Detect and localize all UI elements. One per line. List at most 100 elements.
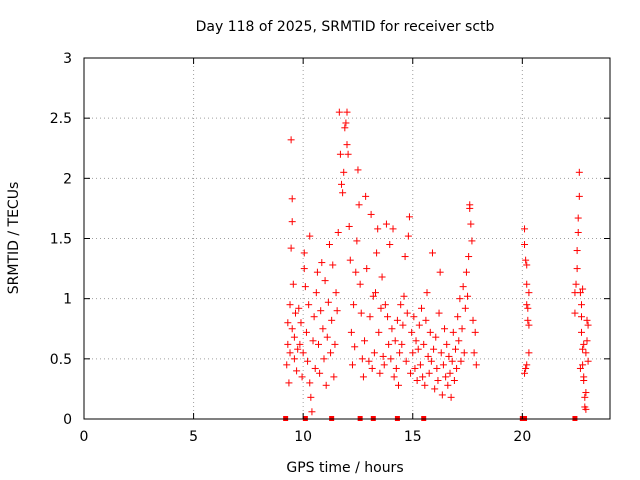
data-point	[450, 376, 458, 384]
data-point	[451, 345, 459, 353]
data-point	[442, 373, 450, 381]
data-point	[525, 349, 533, 357]
data-point	[581, 393, 589, 401]
data-point	[522, 364, 530, 372]
data-point	[350, 301, 358, 309]
data-point	[307, 393, 315, 401]
data-point	[466, 204, 474, 212]
data-point	[374, 225, 382, 233]
data-point	[379, 352, 387, 360]
data-point	[284, 340, 292, 348]
data-point	[283, 361, 291, 369]
data-point	[398, 340, 406, 348]
data-point	[584, 357, 592, 365]
x-tick-label: 5	[189, 429, 198, 445]
data-point	[521, 225, 529, 233]
data-point	[444, 381, 452, 389]
data-point	[284, 319, 292, 327]
data-point	[377, 304, 385, 312]
data-point	[336, 150, 344, 158]
data-point	[524, 304, 532, 312]
data-point	[385, 340, 393, 348]
data-point	[362, 192, 370, 200]
data-point	[357, 309, 365, 317]
data-point	[447, 393, 455, 401]
x-tick-label: 15	[404, 429, 422, 445]
data-point	[304, 357, 312, 365]
data-point	[343, 108, 351, 116]
data-point	[338, 180, 346, 188]
data-point	[370, 349, 378, 357]
data-point	[391, 337, 399, 345]
data-point	[573, 265, 581, 273]
data-point	[355, 201, 363, 209]
data-point	[423, 289, 431, 297]
data-point	[375, 328, 383, 336]
data-point	[430, 345, 438, 353]
data-point	[286, 301, 294, 309]
data-point	[396, 349, 404, 357]
data-point	[574, 228, 582, 236]
data-point	[435, 309, 443, 317]
data-point	[373, 249, 381, 257]
data-point	[402, 357, 410, 365]
data-point	[301, 283, 309, 291]
data-point	[285, 379, 293, 387]
data-point	[584, 321, 592, 329]
data-point	[522, 256, 530, 264]
data-point	[582, 349, 590, 357]
data-point	[288, 195, 296, 203]
data-point	[291, 309, 299, 317]
data-point	[445, 352, 453, 360]
data-point	[287, 244, 295, 252]
data-point	[471, 328, 479, 336]
tick-labels: 0 5 10 15 20 0 0.5 1 1.5 2 2.5 3	[50, 51, 532, 445]
y-tick-label: 1.5	[50, 232, 72, 248]
data-point	[324, 298, 332, 306]
data-point	[330, 373, 338, 381]
data-point	[358, 355, 366, 363]
data-point	[390, 373, 398, 381]
data-point	[457, 357, 465, 365]
data-point	[468, 237, 476, 245]
data-point	[571, 309, 579, 317]
y-tick-label: 2.5	[50, 111, 72, 127]
data-point	[576, 289, 584, 297]
data-point	[523, 261, 531, 269]
data-point	[456, 295, 464, 303]
data-point	[460, 349, 468, 357]
data-point	[334, 228, 342, 236]
y-tick-label: 2	[63, 171, 72, 187]
data-point	[465, 253, 473, 261]
data-point	[576, 364, 584, 372]
data-point	[431, 385, 439, 393]
data-point	[449, 328, 457, 336]
data-point	[428, 249, 436, 257]
data-point	[575, 192, 583, 200]
data-point	[427, 357, 435, 365]
data-point	[397, 301, 405, 309]
data-point	[327, 349, 335, 357]
data-point	[433, 364, 441, 372]
data-point	[293, 367, 301, 375]
data-point	[395, 381, 403, 389]
data-point	[300, 265, 308, 273]
data-point	[420, 340, 428, 348]
data-point	[380, 361, 388, 369]
data-point	[411, 364, 419, 372]
data-point	[412, 337, 420, 345]
data-point	[306, 379, 314, 387]
plot-frame	[83, 57, 611, 420]
data-point	[575, 168, 583, 176]
data-point	[386, 241, 394, 249]
data-point	[298, 373, 306, 381]
data-point	[416, 361, 424, 369]
x-tick-label: 10	[294, 429, 312, 445]
data-point	[287, 136, 295, 144]
data-point	[415, 321, 423, 329]
data-point	[353, 237, 361, 245]
data-point	[300, 249, 308, 257]
data-point	[523, 361, 531, 369]
data-point	[574, 214, 582, 222]
data-point	[578, 328, 586, 336]
